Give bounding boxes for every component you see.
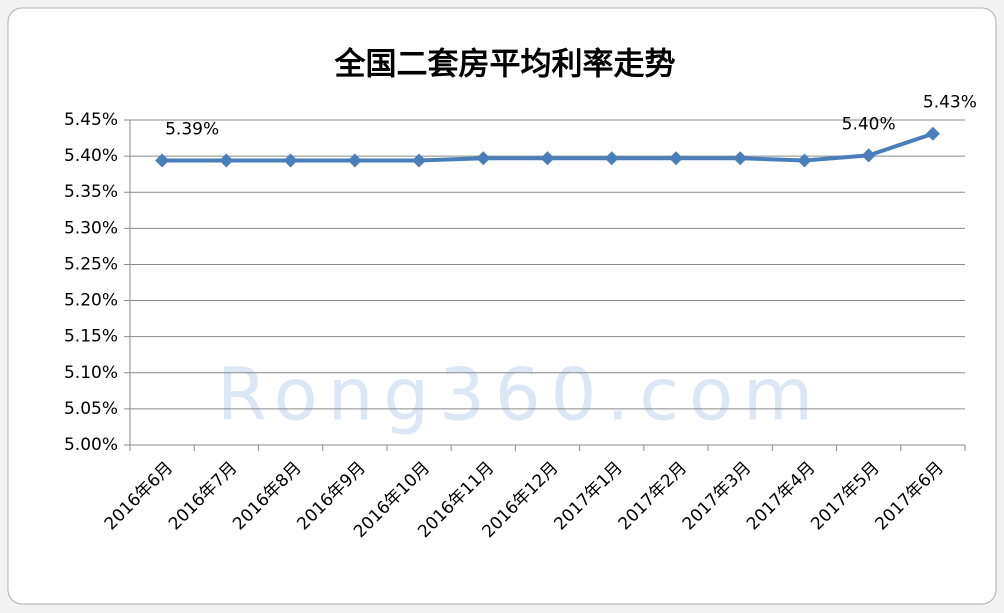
y-tick-label: 5.15% bbox=[64, 327, 118, 347]
marker bbox=[476, 151, 491, 166]
y-tick-label: 5.05% bbox=[64, 399, 118, 419]
marker bbox=[283, 153, 298, 168]
y-tick-label: 5.10% bbox=[64, 363, 118, 383]
marker bbox=[347, 153, 362, 168]
data-label: 5.39% bbox=[165, 119, 219, 139]
marker bbox=[412, 153, 427, 168]
data-label: 5.40% bbox=[842, 114, 896, 134]
y-tick-label: 5.25% bbox=[64, 254, 118, 274]
y-tick-label: 5.00% bbox=[64, 435, 118, 455]
marker bbox=[668, 151, 683, 166]
marker bbox=[797, 153, 812, 168]
marker bbox=[733, 151, 748, 166]
y-tick-label: 5.30% bbox=[64, 218, 118, 238]
marker bbox=[604, 151, 619, 166]
chart-title: 全国二套房平均利率走势 bbox=[334, 47, 676, 83]
marker bbox=[861, 148, 876, 163]
y-tick-label: 5.45% bbox=[64, 110, 118, 130]
y-tick-label: 5.20% bbox=[64, 291, 118, 311]
watermark: Rong360.com bbox=[217, 353, 823, 437]
y-tick-label: 5.35% bbox=[64, 182, 118, 202]
marker bbox=[219, 153, 234, 168]
data-label: 5.43% bbox=[923, 93, 977, 113]
marker bbox=[925, 126, 940, 141]
marker bbox=[540, 151, 555, 166]
y-tick-label: 5.40% bbox=[64, 146, 118, 166]
marker bbox=[155, 153, 170, 168]
